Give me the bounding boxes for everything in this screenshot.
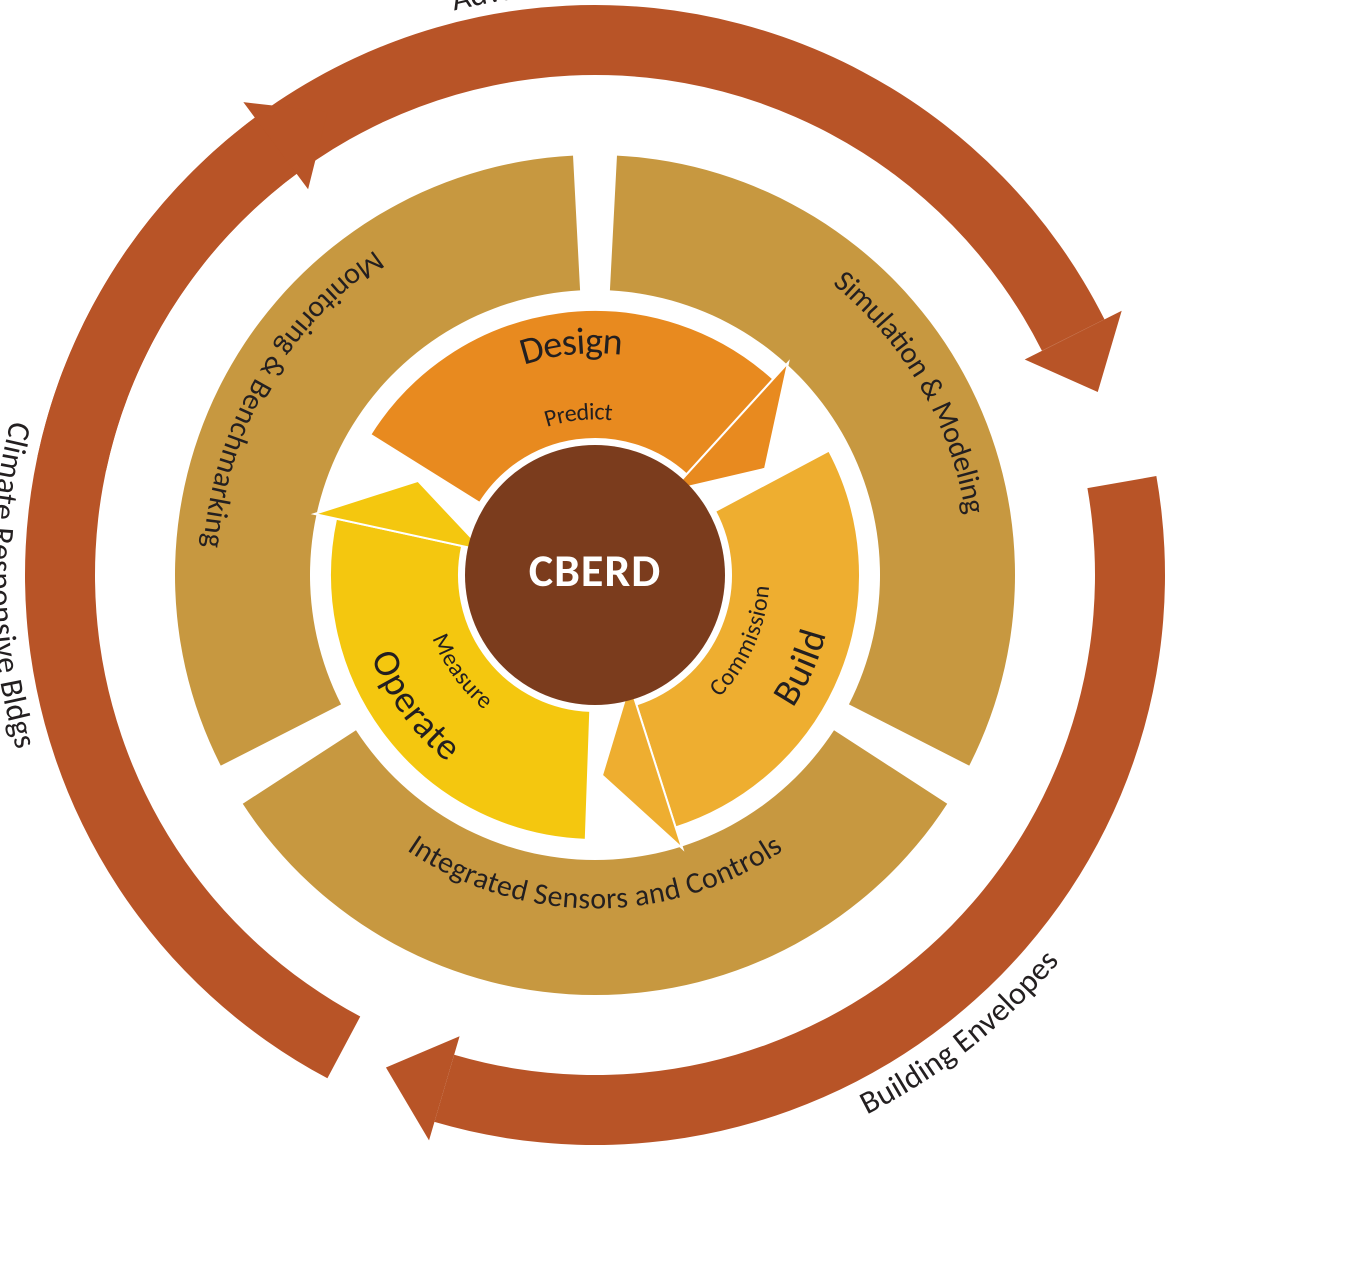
cberd-diagram: Advanced HVACBuilding EnvelopesClimate R… <box>0 0 1350 1288</box>
middle-segment-sensors <box>243 730 947 995</box>
core-label: CBERD <box>529 543 661 599</box>
